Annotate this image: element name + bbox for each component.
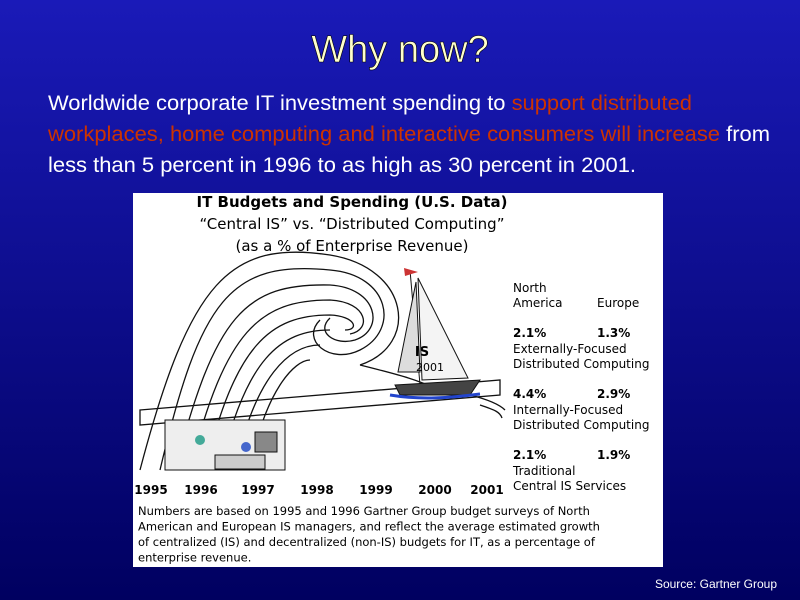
row-label: Internally-Focused — [513, 403, 623, 417]
column-header: America — [513, 296, 563, 310]
illustration-label: 2001 — [416, 361, 444, 374]
intro-text: less than 5 percent in 1996 to as high a… — [48, 154, 636, 177]
europe-value: 2.9% — [597, 387, 630, 401]
intro-text: from — [720, 123, 770, 146]
intro-text: Worldwide corporate IT investment spendi… — [48, 92, 512, 115]
intro-highlight: workplaces, home computing and interacti… — [47, 123, 720, 146]
figure-panel — [133, 193, 663, 567]
figure-title: (as a % of Enterprise Revenue) — [236, 237, 469, 255]
europe-value: 1.9% — [597, 448, 630, 462]
north-america-value: 2.1% — [513, 326, 546, 340]
row-label: Distributed Computing — [513, 418, 649, 432]
north-america-value: 4.4% — [513, 387, 546, 401]
slide-title: Why now? — [311, 29, 488, 71]
row-label: Traditional — [512, 464, 575, 478]
illustration-label: IS — [415, 345, 429, 360]
row-label: Central IS Services — [513, 479, 626, 493]
figure-note: American and European IS managers, and r… — [138, 520, 600, 534]
source: Source: Gartner Group — [655, 577, 777, 591]
north-america-value: 2.1% — [513, 448, 546, 462]
year-label: 2001 — [470, 483, 503, 497]
figure-note: of centralized (IS) and decentralized (n… — [138, 535, 596, 549]
column-header: North — [513, 281, 547, 295]
year-label: 1996 — [184, 483, 217, 497]
intro-highlight: support distributed — [512, 92, 692, 115]
intro-line: Worldwide corporate IT investment spendi… — [48, 92, 692, 115]
europe-value: 1.3% — [597, 326, 630, 340]
intro-line: workplaces, home computing and interacti… — [47, 123, 770, 146]
figure: IT Budgets and Spending (U.S. Data) “Cent… — [133, 193, 663, 567]
year-label: 1995 — [134, 483, 167, 497]
figure-note: Numbers are based on 1995 and 1996 Gartn… — [138, 504, 590, 518]
figure-note: enterprise revenue. — [138, 551, 251, 565]
figure-title: IT Budgets and Spending (U.S. Data) — [197, 193, 508, 211]
illustration — [139, 251, 506, 471]
column-header: Europe — [597, 296, 639, 310]
row-label: Externally-Focused — [513, 342, 627, 356]
year-label: 2000 — [418, 483, 451, 497]
row-label: Distributed Computing — [513, 357, 649, 371]
year-label: 1998 — [300, 483, 333, 497]
year-label: 1997 — [241, 483, 274, 497]
year-label: 1999 — [359, 483, 392, 497]
figure-title: “Central IS” vs. “Distributed Computing” — [200, 215, 505, 233]
intro-line: less than 5 percent in 1996 to as high a… — [48, 154, 636, 177]
